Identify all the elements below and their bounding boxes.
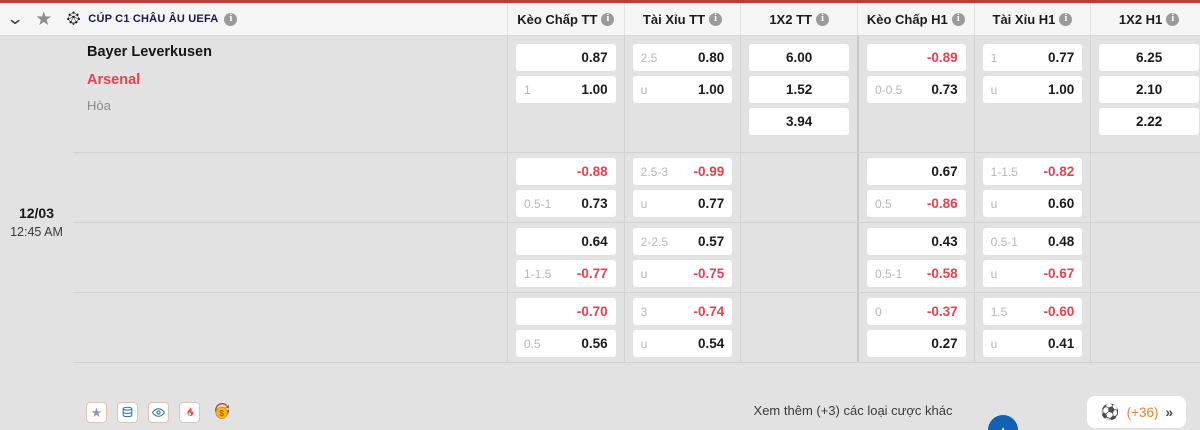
svg-text:$: $ [219, 408, 224, 418]
